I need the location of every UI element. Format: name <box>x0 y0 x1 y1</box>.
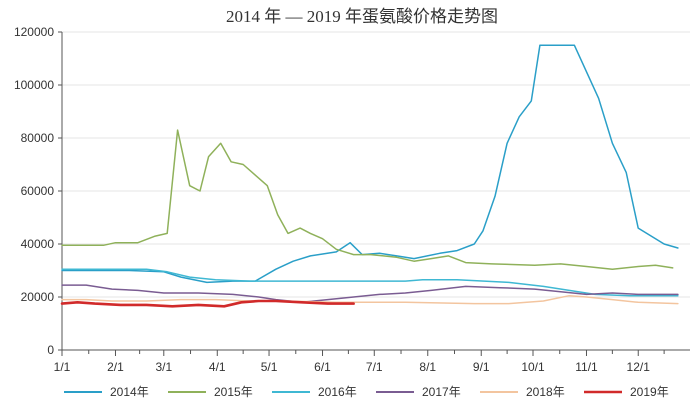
y-tick-label: 60000 <box>21 184 55 198</box>
legend-label: 2017年 <box>422 385 461 399</box>
x-tick-label: 1/1 <box>54 360 71 374</box>
legend-label: 2018年 <box>526 385 565 399</box>
series-line-2015 <box>61 129 674 270</box>
axes: 0 20000 40000 60000 80000 100000 120000 1/1 2/1 3… <box>14 25 690 374</box>
y-tick-label: 0 <box>47 343 54 357</box>
legend-label: 2016年 <box>318 385 357 399</box>
series-line-2019 <box>60 299 355 308</box>
x-tick-label: 4/1 <box>209 360 226 374</box>
y-tick-label: 40000 <box>21 237 55 251</box>
series-line-2018 <box>61 294 679 305</box>
grid-lines <box>62 31 690 298</box>
y-tick-label: 20000 <box>21 290 55 304</box>
x-tick-label: 6/1 <box>314 360 331 374</box>
x-tick-label: 9/1 <box>473 360 490 374</box>
x-tick-label: 12/1 <box>627 360 651 374</box>
y-tick-label: 100000 <box>14 78 54 92</box>
series-lines <box>60 44 679 308</box>
legend: 2014年 2015年 2016年 2017年 2018年 2019年 <box>64 385 669 399</box>
legend-label: 2019年 <box>630 385 669 399</box>
series-line-2017 <box>61 284 679 304</box>
chart-title: 2014 年 — 2019 年蛋氨酸价格走势图 <box>226 7 498 26</box>
legend-label: 2014年 <box>110 385 149 399</box>
x-tick-label: 7/1 <box>366 360 383 374</box>
legend-label: 2015年 <box>214 385 253 399</box>
x-tick-label: 2/1 <box>107 360 124 374</box>
x-tick-label: 8/1 <box>419 360 436 374</box>
x-tick-label: 5/1 <box>261 360 278 374</box>
y-tick-label: 80000 <box>21 131 55 145</box>
x-tick-label: 10/1 <box>521 360 545 374</box>
series-line-2016 <box>61 268 679 297</box>
y-tick-label: 120000 <box>14 25 54 39</box>
x-tick-label: 11/1 <box>575 360 598 374</box>
x-tick-label: 3/1 <box>155 360 172 374</box>
series-line-2014 <box>61 44 679 284</box>
